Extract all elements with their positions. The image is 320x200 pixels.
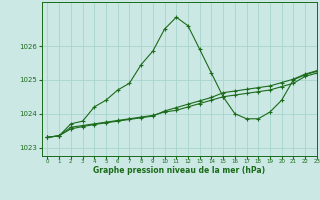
X-axis label: Graphe pression niveau de la mer (hPa): Graphe pression niveau de la mer (hPa): [93, 166, 265, 175]
